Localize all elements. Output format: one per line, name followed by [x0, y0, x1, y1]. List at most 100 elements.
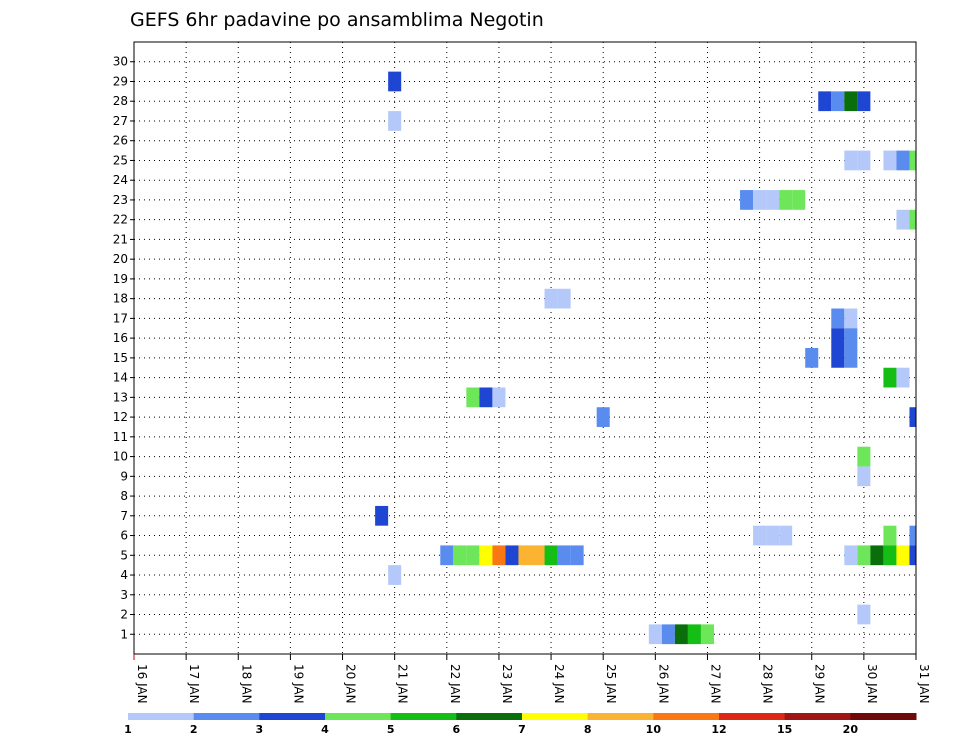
y-tick-label: 21	[113, 232, 128, 246]
precip-cell	[844, 348, 858, 368]
x-tick-label: 31 JAN	[917, 664, 931, 704]
legend-label: 2	[190, 723, 198, 736]
legend-label: 4	[321, 723, 329, 736]
legend-swatch	[456, 713, 523, 720]
precip-cell	[909, 545, 916, 566]
precip-cell	[753, 525, 767, 546]
precip-cell	[766, 190, 780, 210]
precip-cell	[896, 545, 910, 566]
x-axis: 16 JAN 17 JAN 18 JAN 19 JAN 20 JAN 21 JAN 22 J…	[133, 654, 931, 704]
precip-cell	[466, 545, 480, 566]
legend-label: 6	[453, 723, 461, 736]
y-tick-label: 15	[113, 351, 128, 365]
precip-cell	[440, 545, 454, 566]
y-tick-label: 6	[120, 529, 128, 543]
legend-swatch	[653, 713, 720, 720]
y-tick-label: 9	[120, 469, 128, 483]
precip-cell	[388, 71, 402, 92]
y-tick-label: 27	[113, 114, 128, 128]
y-tick-label: 19	[113, 272, 128, 286]
precip-cell	[896, 209, 910, 230]
precip-cell	[792, 190, 806, 210]
x-tick-label: 29 JAN	[813, 664, 827, 704]
legend-swatch	[325, 713, 392, 720]
x-tick-label: 24 JAN	[552, 664, 566, 704]
x-tick-label: 23 JAN	[500, 664, 514, 704]
legend-label: 10	[646, 723, 662, 736]
legend-label: 3	[256, 723, 264, 736]
precip-cell	[844, 91, 858, 112]
precip-cell	[844, 545, 858, 566]
x-tick-label: 16 JAN	[135, 664, 149, 704]
legend-swatch	[784, 713, 851, 720]
y-tick-label: 4	[120, 568, 128, 582]
y-tick-label: 1	[120, 627, 128, 641]
precip-cell	[844, 328, 858, 348]
precip-cell	[805, 348, 819, 368]
precip-cell	[492, 545, 506, 566]
precip-cell	[453, 545, 467, 566]
legend-label: 12	[711, 723, 726, 736]
precip-cell	[479, 545, 493, 566]
legend-label: 8	[584, 723, 592, 736]
precip-cell	[661, 624, 675, 645]
y-tick-label: 16	[113, 331, 128, 345]
y-tick-label: 3	[120, 588, 128, 602]
precip-cell	[779, 525, 793, 546]
precip-cell	[388, 565, 402, 585]
precip-cell	[857, 545, 871, 566]
y-tick-label: 11	[113, 430, 128, 444]
precip-cell	[779, 190, 793, 210]
precip-cell	[883, 367, 897, 388]
legend-swatch	[128, 713, 195, 720]
x-tick-label: 26 JAN	[656, 664, 670, 704]
precip-cell	[883, 150, 897, 171]
precip-cell	[687, 624, 701, 645]
x-tick-label: 28 JAN	[761, 664, 775, 704]
x-tick-label: 20 JAN	[344, 664, 358, 704]
plot-frame	[133, 41, 917, 655]
precip-cell	[518, 545, 532, 566]
precip-cell	[466, 387, 480, 408]
y-tick-label: 25	[113, 153, 128, 167]
y-tick-label: 14	[113, 371, 128, 385]
precip-cell	[375, 505, 389, 526]
y-tick-label: 17	[113, 311, 128, 325]
x-tick-label: 17 JAN	[187, 664, 201, 704]
precip-cell	[570, 545, 584, 566]
precip-cells	[375, 71, 916, 645]
y-axis: 1234567891011121314151617181920212223242…	[113, 55, 134, 641]
y-tick-label: 23	[113, 193, 128, 207]
precip-cell	[818, 91, 832, 112]
precip-cell	[857, 466, 871, 487]
precip-cell	[505, 545, 519, 566]
y-tick-label: 30	[113, 55, 128, 69]
legend-label: 7	[518, 723, 526, 736]
precip-cell	[544, 545, 558, 566]
x-tick-label: 21 JAN	[396, 664, 410, 704]
precip-cell	[844, 308, 858, 329]
precip-cell	[700, 624, 714, 645]
legend-swatch	[390, 713, 457, 720]
precip-cell	[648, 624, 662, 645]
legend-label: 5	[387, 723, 395, 736]
precip-cell	[831, 91, 845, 112]
precip-cell	[557, 545, 571, 566]
y-tick-label: 2	[120, 608, 128, 622]
y-tick-label: 28	[113, 94, 128, 108]
precip-cell	[831, 348, 845, 368]
legend-swatch	[522, 713, 589, 720]
legend-swatch	[259, 713, 326, 720]
precip-cell	[857, 150, 871, 171]
precip-cell	[844, 150, 858, 171]
x-tick-label: 18 JAN	[239, 664, 253, 704]
color-legend: 1 2 3 4 5 6 7 8 10 12 15 20	[124, 713, 917, 736]
precip-cell	[909, 209, 916, 230]
precip-cell	[596, 407, 610, 427]
precip-cell	[896, 367, 910, 388]
y-tick-label: 12	[113, 410, 128, 424]
x-tick-label: 30 JAN	[865, 664, 879, 704]
precip-cell	[857, 604, 871, 625]
precip-cell	[557, 288, 571, 309]
